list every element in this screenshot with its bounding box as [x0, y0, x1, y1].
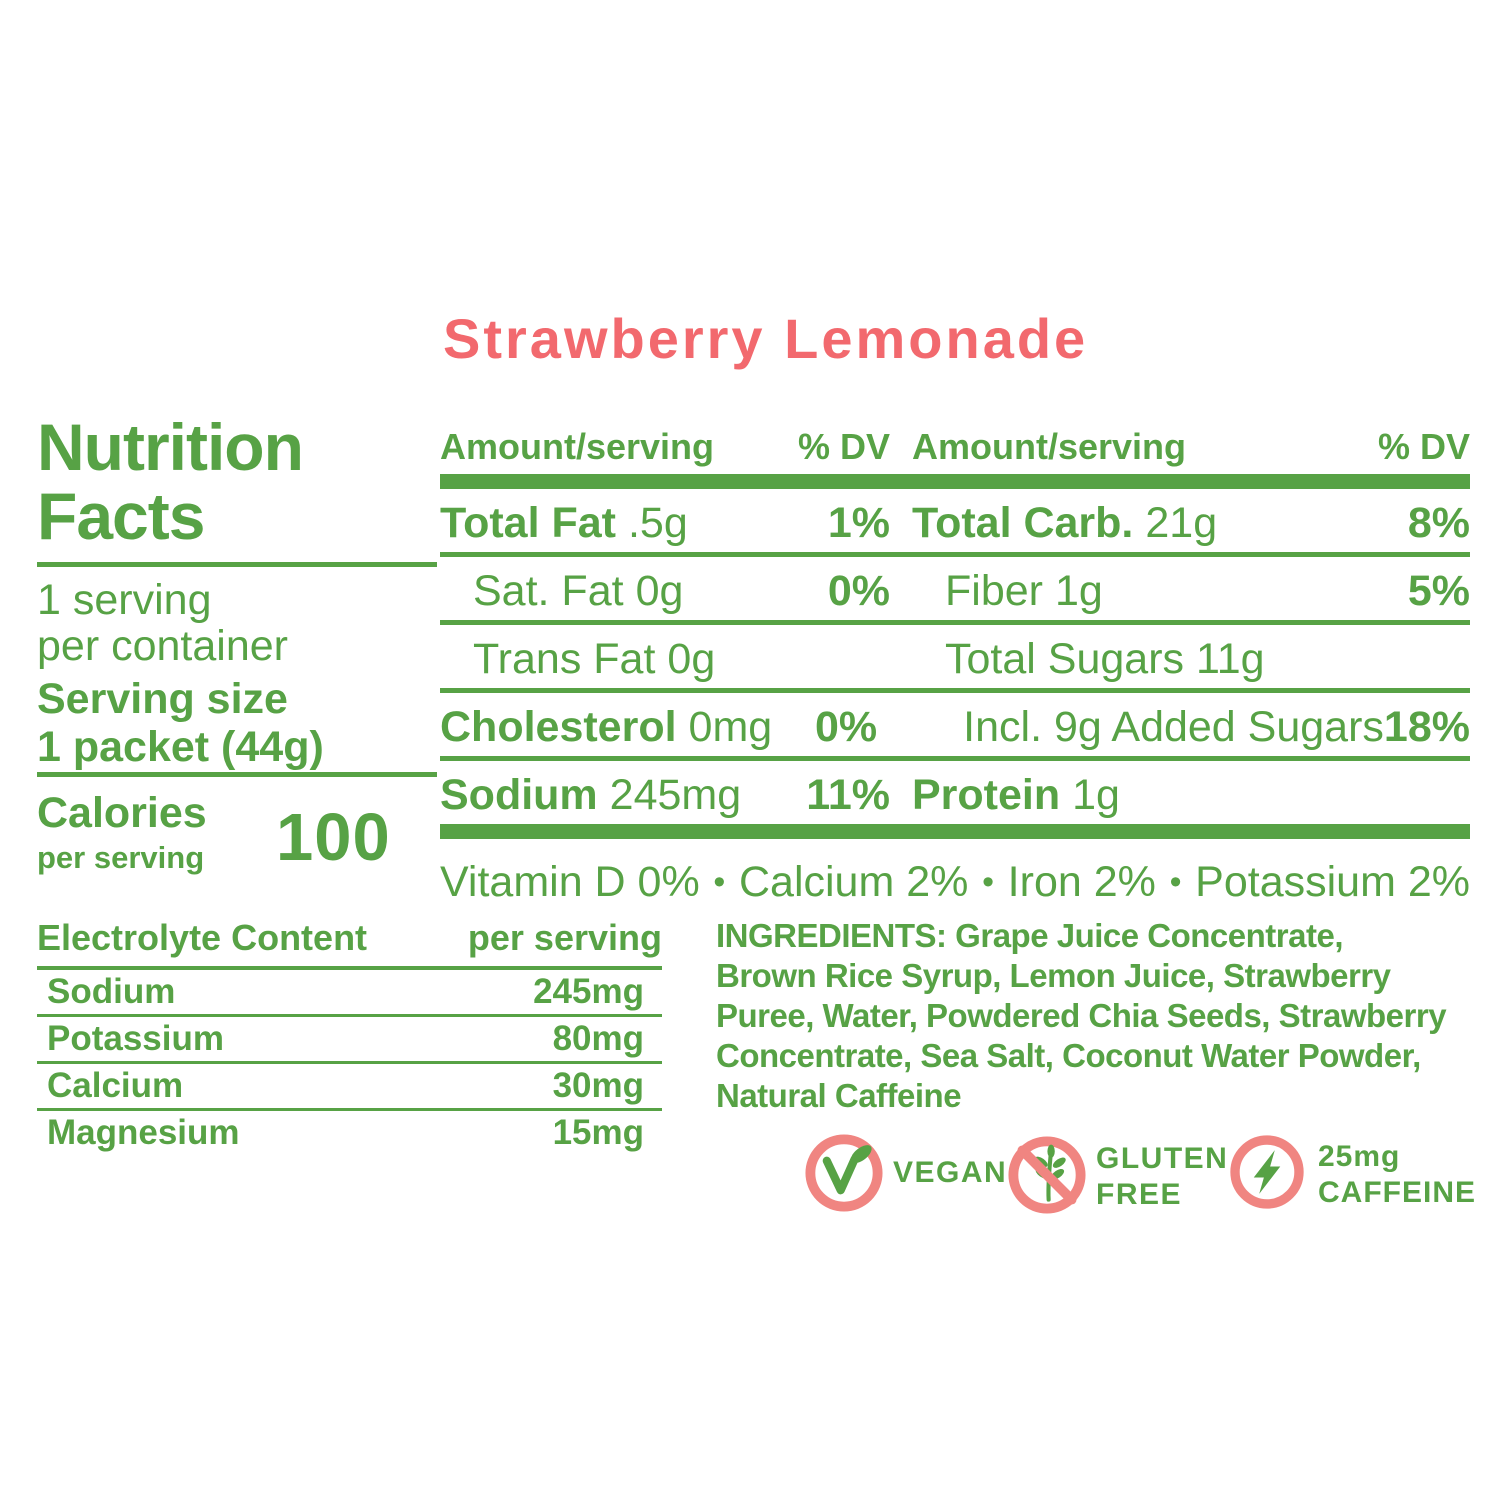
table-row-transfat-sugars: Trans Fat 0g Total Sugars 11g	[440, 625, 1470, 693]
cholesterol-dv: 0%	[815, 702, 878, 751]
iron-percent-value: Iron 2%	[1007, 858, 1156, 906]
ingredients-line: INGREDIENTS: Grape Juice Concentrate,	[716, 916, 1496, 956]
bullet-separator: •	[1169, 863, 1182, 901]
header-dv-right: % DV	[1377, 426, 1470, 467]
flavor-title: Strawberry Lemonade	[443, 307, 1089, 370]
caffeine-icon	[1230, 1135, 1304, 1209]
ingredients-line: Puree, Water, Powdered Chia Seeds, Straw…	[716, 997, 1447, 1034]
sat-fat-value: 0g	[635, 566, 684, 615]
electrolyte-calcium-label: Calcium	[47, 1066, 184, 1105]
vitamins-row: Vitamin D 0% • Calcium 2% • Iron 2% • Po…	[440, 858, 1470, 907]
ingredients-label: INGREDIENTS:	[716, 917, 947, 954]
electrolyte-row-calcium: Calcium 30mg	[37, 1064, 662, 1111]
electrolyte-row-sodium: Sodium 245mg	[37, 970, 662, 1017]
ingredients-line1-rest: Grape Juice Concentrate,	[946, 917, 1343, 954]
ingredients-line: Brown Rice Syrup, Lemon Juice, Strawberr…	[716, 957, 1391, 994]
calories-per-serving-label: per serving	[37, 840, 205, 875]
divider-rule	[37, 562, 437, 567]
caffeine-label-line1: 25mg	[1318, 1140, 1401, 1173]
sodium-label: Sodium	[440, 770, 598, 819]
ingredients-block: INGREDIENTS: Grape Juice Concentrate, Br…	[716, 916, 1496, 1116]
electrolyte-row-magnesium: Magnesium 15mg	[37, 1111, 662, 1155]
total-fat-value: .5g	[627, 498, 688, 547]
thick-divider-bar	[440, 824, 1470, 839]
cholesterol-label: Cholesterol	[440, 702, 677, 751]
fiber-label: Fiber	[945, 566, 1043, 615]
electrolyte-sodium-label: Sodium	[47, 972, 176, 1011]
sodium-value: 245mg	[609, 770, 742, 819]
trans-fat-label: Trans Fat	[473, 634, 656, 683]
electrolyte-potassium-label: Potassium	[47, 1019, 224, 1058]
electrolyte-header-value: per serving	[467, 917, 662, 958]
nutrition-facts-heading-line2: Facts	[37, 479, 205, 553]
total-sugars-label: Total Sugars	[945, 634, 1185, 683]
sat-fat-dv: 0%	[827, 566, 890, 615]
gluten-free-icon	[1008, 1136, 1086, 1214]
electrolyte-row-potassium: Potassium 80mg	[37, 1017, 662, 1064]
header-amount-serving-left: Amount/serving	[440, 426, 715, 467]
header-dv-left: % DV	[797, 426, 890, 467]
servings-line2: per container	[37, 622, 288, 670]
bullet-separator: •	[713, 863, 726, 901]
fiber-dv: 5%	[1407, 566, 1470, 615]
total-fat-dv: 1%	[827, 498, 890, 547]
header-amount-serving-right: Amount/serving	[912, 426, 1187, 467]
electrolyte-calcium-amount: 30mg	[552, 1066, 644, 1105]
thick-divider-bar	[440, 474, 1470, 489]
nutrient-table: Amount/serving % DV Amount/serving % DV …	[440, 420, 1470, 907]
table-row-cholesterol-addedsugars: Cholesterol 0mg 0% Incl. 9g Added Sugars …	[440, 693, 1470, 761]
table-row-total-fat-carb: Total Fat .5g 1% Total Carb. 21g 8%	[440, 489, 1470, 557]
serving-size-value: 1 packet (44g)	[37, 723, 324, 771]
added-sugars-label: Incl. 9g Added Sugars	[963, 702, 1384, 751]
servings-line1: 1 serving	[37, 576, 212, 624]
vegan-badge-label: VEGAN	[893, 1156, 1008, 1189]
electrolyte-potassium-amount: 80mg	[552, 1019, 644, 1058]
total-carb-dv: 8%	[1407, 498, 1470, 547]
calories-label: Calories	[37, 789, 207, 837]
electrolyte-magnesium-label: Magnesium	[47, 1113, 240, 1152]
cholesterol-value: 0mg	[688, 702, 773, 751]
servings-per-container: 1 serving per container	[37, 577, 288, 669]
table-row-sodium-protein: Sodium 245mg 11% Protein 1g	[440, 761, 1470, 824]
potassium-percent-value: Potassium 2%	[1195, 858, 1470, 906]
electrolyte-sodium-amount: 245mg	[533, 972, 644, 1011]
trans-fat-value: 0g	[667, 634, 716, 683]
electrolyte-header-label: Electrolyte Content	[37, 917, 368, 958]
sat-fat-label: Sat. Fat	[473, 566, 624, 615]
vegan-icon	[805, 1134, 883, 1212]
serving-size: Serving size 1 packet (44g)	[37, 675, 324, 771]
nutrition-facts-heading: Nutrition Facts	[37, 410, 304, 553]
serving-size-label: Serving size	[37, 675, 288, 723]
total-carb-label: Total Carb.	[912, 498, 1134, 547]
calcium-percent-value: Calcium 2%	[738, 858, 969, 906]
nutrition-facts-heading-line1: Nutrition	[37, 410, 304, 484]
calories-value: 100	[276, 800, 391, 875]
gluten-free-label-line1: GLUTEN	[1096, 1142, 1229, 1175]
electrolyte-magnesium-amount: 15mg	[552, 1113, 644, 1152]
ingredients-line: Natural Caffeine	[716, 1077, 962, 1114]
fiber-value: 1g	[1054, 566, 1103, 615]
electrolyte-table-header: Electrolyte Content per serving	[37, 917, 662, 970]
caffeine-label-line2: CAFFEINE	[1318, 1176, 1476, 1209]
protein-label: Protein	[912, 770, 1061, 819]
ingredients-line: Concentrate, Sea Salt, Coconut Water Pow…	[716, 1037, 1421, 1074]
electrolyte-table: Electrolyte Content per serving Sodium 2…	[37, 917, 662, 1155]
bullet-separator: •	[982, 863, 994, 901]
total-carb-value: 21g	[1145, 498, 1218, 547]
added-sugars-dv: 18%	[1383, 702, 1470, 751]
vitamin-d-value: Vitamin D 0%	[440, 858, 700, 906]
protein-value: 1g	[1072, 770, 1120, 819]
table-row-satfat-fiber: Sat. Fat 0g 0% Fiber 1g 5%	[440, 557, 1470, 625]
divider-rule	[37, 772, 437, 777]
gluten-free-label-line2: FREE	[1096, 1178, 1183, 1211]
caffeine-badge-label: 25mg CAFFEINE	[1318, 1139, 1476, 1211]
gluten-free-badge-label: GLUTEN FREE	[1096, 1141, 1228, 1213]
sodium-dv: 11%	[806, 770, 890, 819]
total-sugars-value: 11g	[1196, 634, 1265, 683]
nutrient-table-header: Amount/serving % DV Amount/serving % DV	[440, 420, 1470, 474]
total-fat-label: Total Fat	[440, 498, 616, 547]
